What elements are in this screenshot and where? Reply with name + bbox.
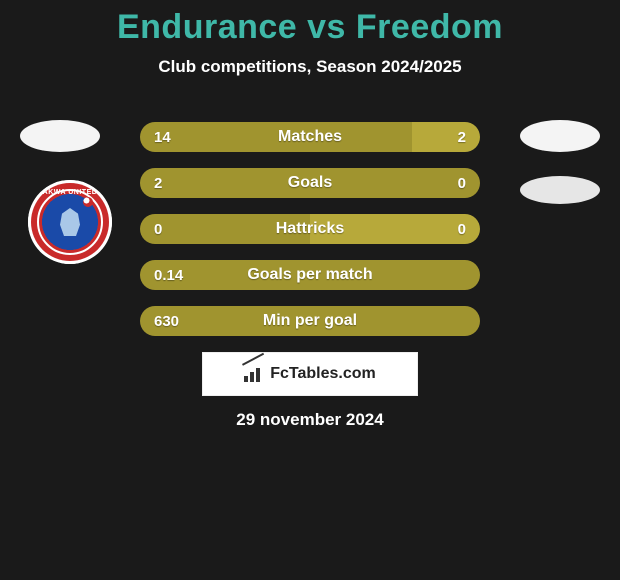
stat-bar-left-segment [140,214,310,244]
comparison-infographic: Endurance vs Freedom Club competitions, … [0,0,620,580]
stat-bar-left-segment [140,168,480,198]
crest-shape-icon [60,208,80,236]
crest-text: AKWA UNITED [31,189,109,196]
stat-bar-right-value: 0 [458,175,466,192]
page-title: Endurance vs Freedom [0,0,620,47]
team-crest: AKWA UNITED [28,180,112,264]
crest-ball-icon [83,197,93,207]
stat-bars: Matches142Goals20Hattricks00Goals per ma… [140,122,480,352]
stat-bar-row: Matches142 [140,122,480,152]
stat-bar-row: Hattricks00 [140,214,480,244]
placeholder-ellipse-right-top [520,120,600,152]
stat-bar-left-value: 14 [154,129,171,146]
bar-chart-icon [244,366,264,382]
stat-bar-row: Goals per match0.14 [140,260,480,290]
page-subtitle: Club competitions, Season 2024/2025 [0,57,620,77]
stat-bar-left-value: 2 [154,175,162,192]
stat-bar-row: Min per goal630 [140,306,480,336]
stat-bar-left-value: 0.14 [154,267,183,284]
crest-ring: AKWA UNITED [31,183,109,261]
stat-bar-row: Goals20 [140,168,480,198]
placeholder-ellipse-right-mid [520,176,600,204]
stat-bar-left-segment [140,306,480,336]
stat-bar-left-value: 0 [154,221,162,238]
stat-bar-left-segment [140,260,480,290]
stat-bar-left-segment [140,122,412,152]
watermark: FcTables.com [202,352,418,396]
stat-bar-right-value: 0 [458,221,466,238]
stat-bar-right-value: 2 [458,129,466,146]
stat-bar-right-segment [412,122,480,152]
stat-bar-left-value: 630 [154,313,179,330]
date-text: 29 november 2024 [0,410,620,430]
watermark-text: FcTables.com [270,365,376,383]
stat-bar-right-segment [310,214,480,244]
placeholder-ellipse-left [20,120,100,152]
